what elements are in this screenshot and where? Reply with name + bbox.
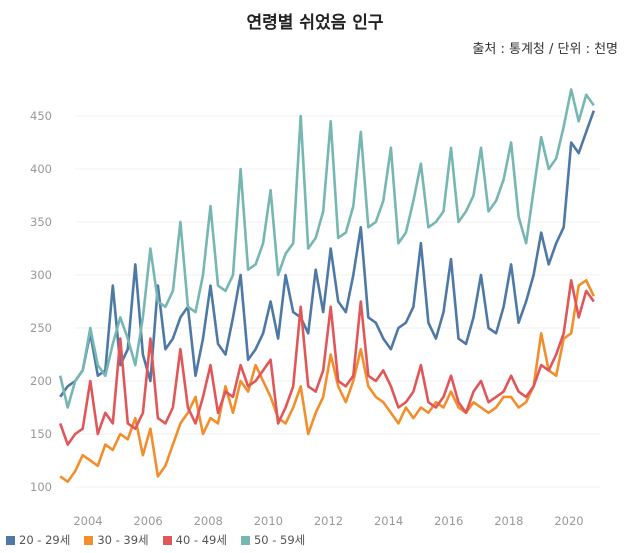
y-tick-label: 100 [30, 480, 52, 494]
legend-swatch [240, 535, 250, 545]
series-line-4 [58, 88, 595, 409]
legend-swatch [6, 535, 15, 545]
legend-label: 20 - 29세 [19, 533, 71, 547]
chart-subtitle: 출처 : 통계청 / 단위 : 천명 [472, 42, 618, 57]
legend-swatch [84, 535, 94, 545]
series-line-1 [59, 110, 596, 398]
legend-item: 20 - 29세 [6, 532, 70, 548]
y-tick-label: 150 [30, 427, 52, 441]
y-tick-label: 450 [30, 109, 52, 123]
legend-item: 30 - 39세 [84, 532, 149, 548]
x-tick-label: 2010 [254, 514, 283, 528]
y-tick-label: 400 [30, 162, 52, 176]
y-tick-label: 200 [30, 374, 52, 388]
legend-label: 50 - 59세 [253, 533, 306, 547]
legend-label: 30 - 39세 [97, 533, 149, 547]
y-tick-label: 300 [30, 268, 52, 282]
legend-item: 50 - 59세 [240, 532, 306, 548]
series-line-2 [59, 278, 595, 484]
y-tick-label: 250 [30, 321, 52, 335]
x-tick-label: 2004 [73, 514, 102, 528]
legend-item: 40 - 49세 [162, 532, 227, 548]
legend: 20 - 29세 30 - 39세 40 - 49세 50 - 59세 [6, 532, 305, 548]
x-tick-label: 2018 [494, 514, 523, 528]
x-tick-label: 2012 [314, 514, 343, 528]
legend-swatch [162, 535, 172, 545]
x-tick-label: 2020 [554, 514, 583, 528]
x-tick-label: 2008 [194, 514, 223, 528]
legend-label: 40 - 49세 [175, 533, 227, 547]
series-line-3 [58, 278, 595, 446]
x-tick-label: 2016 [434, 514, 463, 528]
y-tick-label: 350 [30, 215, 52, 229]
chart-title: 연령별 쉬었음 인구 [246, 13, 384, 33]
x-tick-label: 2006 [133, 514, 162, 528]
x-tick-label: 2014 [374, 514, 403, 528]
